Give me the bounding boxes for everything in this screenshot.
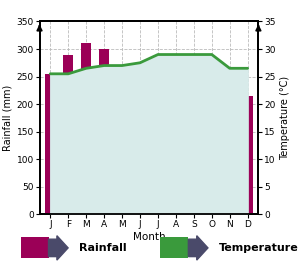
- Bar: [189, 173, 199, 214]
- Y-axis label: Temperature (°C): Temperature (°C): [280, 76, 290, 160]
- X-axis label: Month: Month: [133, 232, 165, 242]
- Text: Temperature: Temperature: [219, 243, 299, 253]
- Bar: [243, 96, 253, 214]
- Bar: [207, 146, 217, 214]
- FancyArrow shape: [188, 236, 208, 260]
- Bar: [171, 181, 181, 214]
- Bar: [153, 168, 163, 214]
- Bar: [161, 237, 188, 258]
- Bar: [135, 154, 145, 214]
- Bar: [117, 66, 127, 214]
- FancyArrow shape: [49, 236, 68, 260]
- Bar: [81, 43, 91, 214]
- Bar: [63, 54, 73, 214]
- Bar: [225, 112, 235, 214]
- Bar: [99, 49, 109, 214]
- Bar: [45, 74, 55, 214]
- Y-axis label: Rainfall (mm): Rainfall (mm): [2, 85, 12, 151]
- Bar: [21, 237, 49, 258]
- Text: Rainfall: Rainfall: [79, 243, 127, 253]
